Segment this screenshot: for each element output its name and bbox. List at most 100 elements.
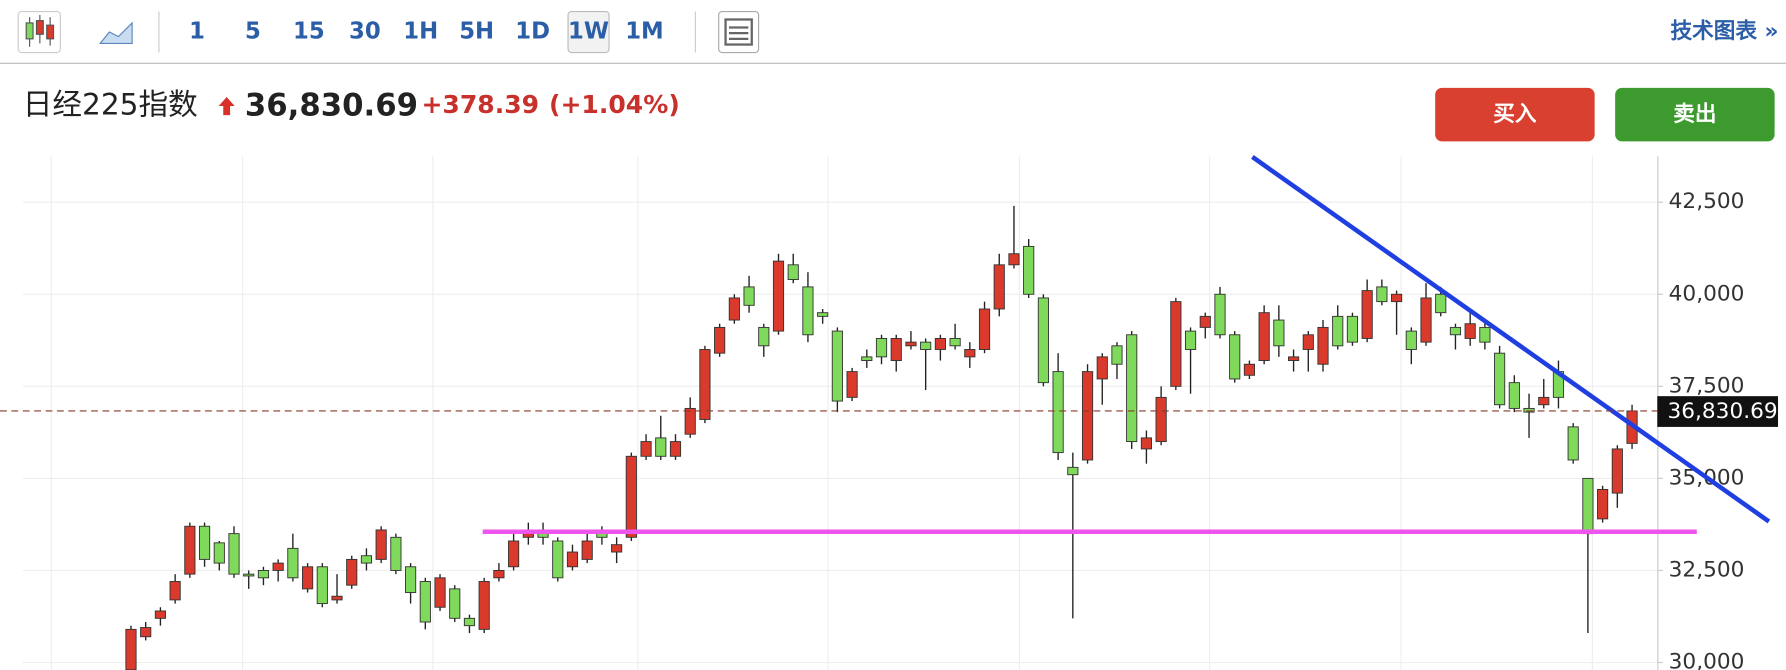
candle-body [302,566,314,590]
last-price-label: 36,830.69 [1668,399,1778,424]
y-tick-label: 37,500 [1669,373,1745,398]
candle-body [1391,293,1403,303]
last-price-tag [1657,396,1779,427]
interval-button[interactable]: 1M [625,19,664,45]
candle-body [1229,334,1241,380]
candle-icon[interactable] [17,10,61,54]
candle-body [522,533,534,538]
candle-body [581,540,593,560]
candle-body [1081,371,1094,461]
candle-body [875,337,888,358]
candle-body [1582,477,1594,535]
candle-body [478,581,490,630]
candle-body [802,286,814,336]
candle-body [1508,382,1520,409]
candle-body [287,547,299,579]
candle-body [1611,448,1623,494]
drawn-line [1251,155,1771,524]
interval-button[interactable]: 1D [515,19,550,45]
candle-body [508,540,520,568]
candle-body [934,337,946,350]
candle-body [1140,437,1152,450]
vertical-grid [50,156,1593,670]
candle-body [419,581,431,623]
candle-body [1199,315,1211,328]
candle-body [257,569,270,579]
sell-label[interactable]: 卖出 [1673,101,1716,127]
candle-body [1567,426,1579,461]
candle-body [434,577,446,608]
interval-button[interactable]: 30 [349,19,381,45]
candle-body [1111,345,1123,365]
candle-body [346,558,358,586]
candle-body [714,326,726,354]
candle-body [1479,326,1491,343]
candle-body [1538,396,1550,406]
candle-body [1273,319,1285,347]
price: 36,830.69 [245,88,418,124]
interval-button[interactable]: 1H [403,19,438,45]
candle-body [1126,334,1138,443]
candle-body [890,337,902,362]
sell-button[interactable] [1615,87,1775,142]
y-tick-label: 40,000 [1669,281,1745,306]
candle-body [1376,286,1388,303]
tech-chart-link[interactable]: 技术图表 » [1670,19,1778,44]
interval-button[interactable]: 5H [459,19,494,45]
candle-body [743,286,755,306]
candle-body [772,260,785,332]
candle-body [1008,253,1020,266]
buy-label[interactable]: 买入 [1493,102,1537,127]
candle-body [1067,466,1079,476]
candle-body [1258,312,1270,362]
candle-body [1361,290,1373,339]
y-tick-label: 42,500 [1669,189,1745,214]
candle-body [1287,356,1300,362]
plot: 30,00032,50035,00037,50040,00042,50036,8… [0,155,1779,670]
candle-body [787,264,799,280]
instrument-name: 日经225指数 [23,88,198,122]
icon-frame [724,18,753,46]
interval-button[interactable]: 5 [245,19,261,45]
change: +378.39 [421,90,539,119]
candle-body [684,407,696,435]
candle-body [1052,371,1064,454]
candle-body [728,297,740,321]
buy-button[interactable] [1435,87,1595,142]
candle-body [390,536,402,571]
candle-body [566,551,579,568]
candle-body [1170,301,1182,387]
layout-icon[interactable] [718,10,760,54]
candle-body [861,356,873,362]
candle-body [272,562,284,571]
candle-body [964,349,976,358]
candle-body [154,610,167,619]
candle-body [846,371,858,398]
candle-body [758,326,770,347]
candle-body [1405,330,1417,350]
candle-body [1302,334,1314,350]
candle-body [198,525,211,560]
candle-body [449,588,461,619]
candle-body [831,330,843,402]
candle-body [493,569,505,579]
candle-body [1332,315,1344,347]
candle-body [1449,326,1462,336]
candle-body [817,312,829,317]
candle-body [1243,363,1256,376]
candle-body [1023,245,1035,295]
candle-body [552,540,564,579]
interval-button[interactable]: 15 [293,19,325,45]
candle-body [993,264,1005,310]
candle-body [1214,293,1226,336]
interval-bar: 1 5 15 30 1H 5H 1D 1W 1M [189,10,664,54]
line-icon[interactable] [99,21,133,44]
candle-body [1096,356,1108,380]
candle-body [949,337,961,347]
interval-button[interactable]: 1W [568,19,609,45]
candle-body [978,308,991,350]
interval-button[interactable]: 1 [189,19,205,45]
candle-body [125,628,137,670]
y-tick-label: 30,000 [1669,650,1745,670]
y-tick-label: 32,500 [1669,557,1745,582]
